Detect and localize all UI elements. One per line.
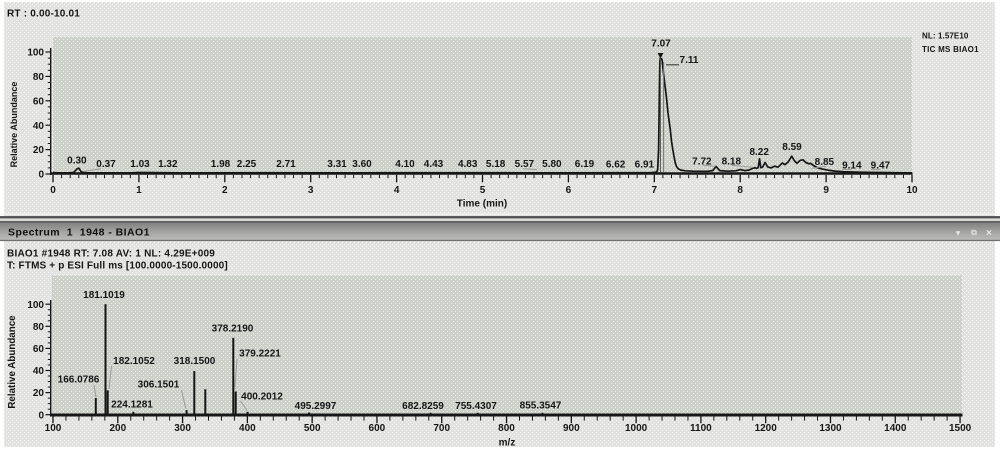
svg-text:4.10: 4.10 — [395, 159, 415, 170]
svg-text:9: 9 — [823, 185, 829, 196]
svg-text:40: 40 — [33, 121, 45, 132]
svg-text:NL: 1.57E10: NL: 1.57E10 — [922, 32, 969, 41]
svg-text:500: 500 — [304, 423, 321, 434]
svg-text:40: 40 — [33, 366, 45, 377]
svg-text:224.1281: 224.1281 — [111, 400, 153, 411]
svg-text:300: 300 — [174, 423, 191, 434]
svg-text:1400: 1400 — [884, 423, 907, 434]
svg-text:1.32: 1.32 — [158, 159, 178, 170]
svg-text:400: 400 — [239, 423, 256, 434]
svg-text:3.31: 3.31 — [327, 159, 347, 170]
svg-text:100: 100 — [27, 300, 44, 311]
svg-text:BIAO1 #1948 RT: 7.08 AV: 1 NL:: BIAO1 #1948 RT: 7.08 AV: 1 NL: 4.29E+009 — [7, 249, 215, 260]
svg-text:20: 20 — [33, 388, 45, 399]
svg-text:▾: ▾ — [955, 229, 961, 238]
svg-text:RT : 0.00-10.01: RT : 0.00-10.01 — [7, 9, 80, 20]
svg-text:1: 1 — [136, 185, 142, 196]
svg-text:7.11: 7.11 — [680, 55, 699, 66]
svg-text:8.18: 8.18 — [722, 157, 742, 168]
svg-text:7.07: 7.07 — [651, 39, 671, 50]
svg-text:100: 100 — [27, 48, 44, 59]
svg-text:900: 900 — [563, 423, 580, 434]
svg-text:0: 0 — [38, 170, 44, 181]
svg-text:0: 0 — [38, 410, 44, 421]
svg-text:682.8259: 682.8259 — [402, 401, 444, 412]
svg-text:TIC MS BIAO1: TIC MS BIAO1 — [922, 45, 979, 54]
svg-text:6: 6 — [566, 185, 572, 196]
svg-text:600: 600 — [369, 423, 386, 434]
svg-text:5.18: 5.18 — [486, 159, 506, 170]
svg-text:✕: ✕ — [986, 229, 993, 238]
svg-text:10: 10 — [906, 185, 918, 196]
svg-text:306.1501: 306.1501 — [138, 380, 180, 391]
svg-text:20: 20 — [33, 145, 45, 156]
svg-text:400.2012: 400.2012 — [241, 392, 283, 403]
svg-text:5.80: 5.80 — [542, 159, 562, 170]
svg-text:1000: 1000 — [625, 423, 648, 434]
svg-text:2.71: 2.71 — [276, 159, 296, 170]
svg-text:1500: 1500 — [949, 423, 972, 434]
svg-text:800: 800 — [498, 423, 515, 434]
svg-text:200: 200 — [109, 423, 126, 434]
svg-text:Spectrum 1 1948 - BIAO1: Spectrum 1 1948 - BIAO1 — [8, 227, 150, 239]
svg-text:318.1500: 318.1500 — [174, 356, 216, 367]
svg-text:1.98: 1.98 — [211, 159, 231, 170]
svg-text:4: 4 — [394, 185, 400, 196]
svg-text:Relative Abundance: Relative Abundance — [7, 315, 18, 409]
svg-text:855.3547: 855.3547 — [520, 400, 562, 411]
svg-text:3.60: 3.60 — [352, 159, 372, 170]
svg-text:80: 80 — [33, 322, 45, 333]
svg-text:1200: 1200 — [755, 423, 778, 434]
svg-text:755.4307: 755.4307 — [455, 401, 497, 412]
svg-text:8.85: 8.85 — [815, 157, 835, 168]
svg-text:100: 100 — [45, 423, 62, 434]
svg-text:6.62: 6.62 — [606, 160, 626, 171]
svg-text:2.25: 2.25 — [237, 159, 257, 170]
svg-text:1100: 1100 — [690, 423, 712, 434]
svg-text:700: 700 — [433, 423, 450, 434]
svg-text:166.0786: 166.0786 — [58, 375, 100, 386]
svg-text:182.1052: 182.1052 — [113, 356, 155, 367]
svg-text:4.83: 4.83 — [458, 159, 478, 170]
svg-text:60: 60 — [33, 344, 45, 355]
svg-text:181.1019: 181.1019 — [83, 290, 125, 301]
svg-text:1.03: 1.03 — [130, 159, 150, 170]
svg-text:0.37: 0.37 — [96, 159, 116, 170]
svg-text:6.19: 6.19 — [575, 159, 595, 170]
svg-text:8.22: 8.22 — [749, 147, 769, 158]
svg-text:1300: 1300 — [819, 423, 842, 434]
svg-text:6.91: 6.91 — [635, 160, 655, 171]
svg-text:T: FTMS + p ESI Full ms [100.0: T: FTMS + p ESI Full ms [100.0000-1500.0… — [7, 261, 228, 272]
svg-text:495.2997: 495.2997 — [295, 401, 337, 412]
svg-text:0.30: 0.30 — [67, 156, 87, 167]
svg-text:m/z: m/z — [499, 438, 516, 449]
svg-text:7.72: 7.72 — [692, 157, 712, 168]
svg-text:5: 5 — [480, 185, 486, 196]
svg-text:Relative Abundance: Relative Abundance — [9, 82, 19, 168]
svg-text:7: 7 — [652, 185, 658, 196]
svg-text:3: 3 — [308, 185, 314, 196]
svg-text:2: 2 — [222, 185, 228, 196]
svg-text:379.2221: 379.2221 — [239, 349, 281, 360]
svg-text:60: 60 — [33, 96, 45, 107]
svg-text:8.59: 8.59 — [782, 142, 802, 153]
svg-text:Time (min): Time (min) — [457, 198, 507, 209]
svg-text:⧉: ⧉ — [971, 228, 977, 237]
svg-text:5.57: 5.57 — [515, 159, 535, 170]
svg-text:80: 80 — [33, 72, 45, 83]
svg-text:9.14: 9.14 — [842, 161, 862, 172]
svg-text:0: 0 — [50, 185, 56, 196]
svg-text:9.47: 9.47 — [871, 161, 891, 172]
svg-text:8: 8 — [737, 185, 743, 196]
svg-text:4.43: 4.43 — [424, 159, 444, 170]
svg-text:378.2190: 378.2190 — [212, 324, 254, 335]
